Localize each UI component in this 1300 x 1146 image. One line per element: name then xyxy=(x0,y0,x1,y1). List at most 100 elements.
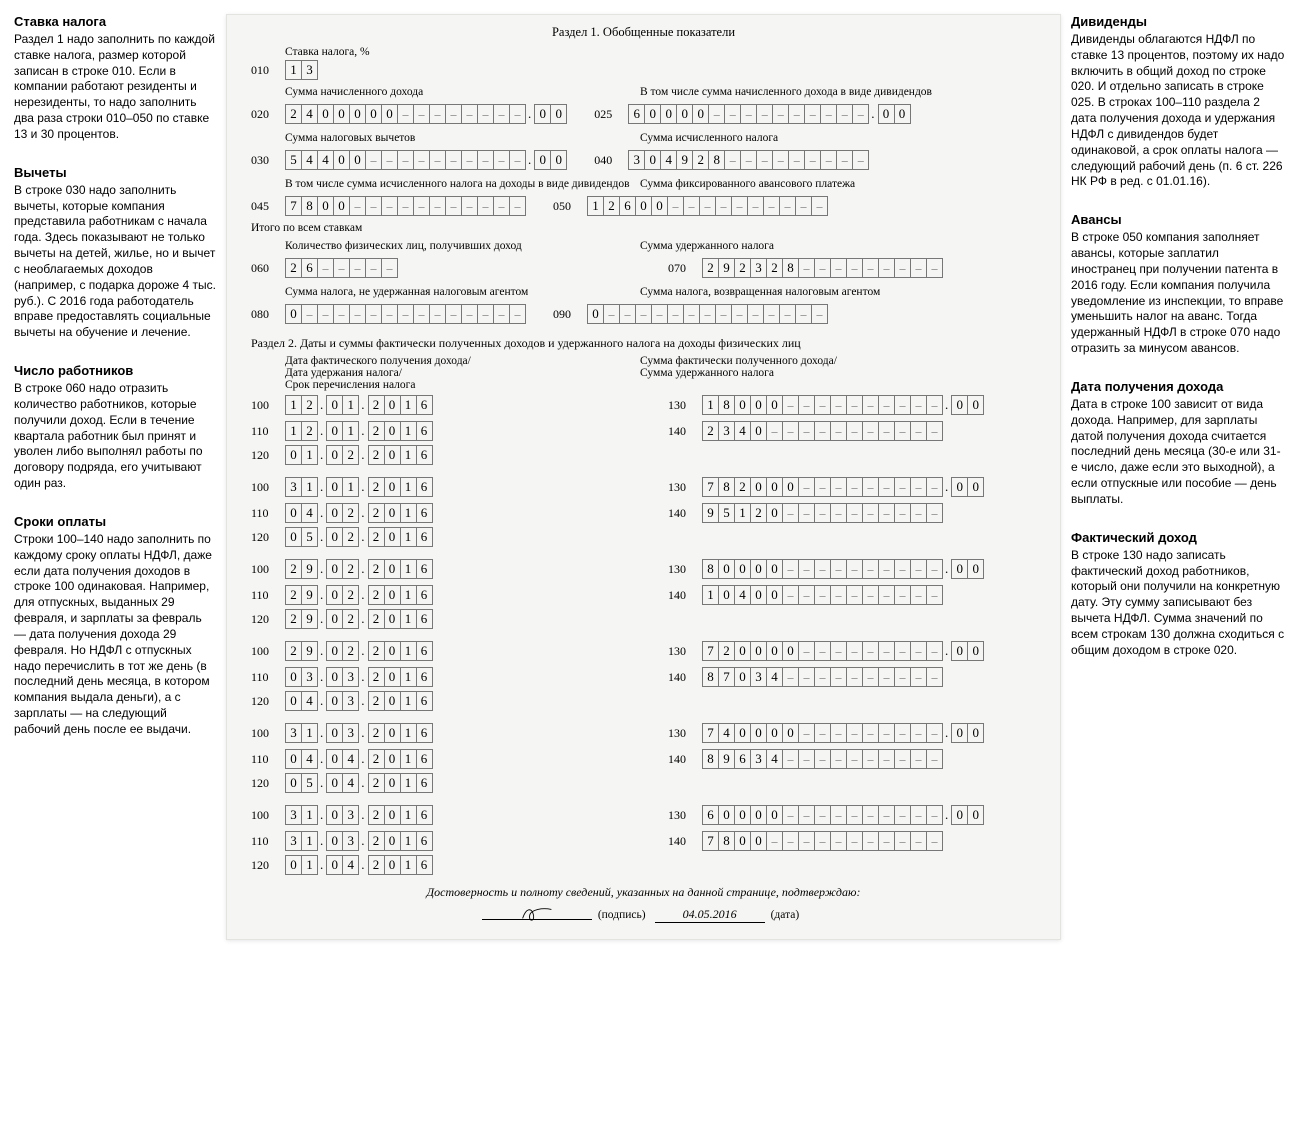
box-cell xyxy=(493,196,510,216)
box-cell: 0 xyxy=(384,723,401,743)
line-code: 120 xyxy=(251,609,285,627)
dot-sep: . xyxy=(317,611,326,627)
box-cell: 3 xyxy=(750,258,767,278)
box-cell xyxy=(910,258,927,278)
box-cell: 0 xyxy=(692,104,709,124)
dot-sep: . xyxy=(317,479,326,495)
box-cell xyxy=(830,477,847,497)
section-1-title: Раздел 1. Обобщенные показатели xyxy=(251,25,1036,40)
dot-sep: . xyxy=(358,857,367,873)
box-cell: 1 xyxy=(301,831,318,851)
box-cell xyxy=(365,196,382,216)
box-cell: 0 xyxy=(384,667,401,687)
box-cell xyxy=(910,421,927,441)
cell-group: 05.04.2016 xyxy=(285,773,432,793)
box-cell xyxy=(756,104,773,124)
box-cell: 7 xyxy=(702,723,719,743)
box-cell xyxy=(926,641,943,661)
two-col-row: 10031.03.2016130740000.00 xyxy=(251,721,1036,745)
labels-030-040: Сумма налоговых вычетовСумма исчисленног… xyxy=(251,128,1036,146)
box-cell xyxy=(635,304,652,324)
box-cell: 4 xyxy=(734,421,751,441)
money-group: 0 xyxy=(285,304,525,324)
cell-group: 04.02.2016 xyxy=(285,503,432,523)
box-cell: 0 xyxy=(326,477,343,497)
box-cell: 2 xyxy=(368,527,385,547)
box-cell: 0 xyxy=(734,805,751,825)
box-cell: 5 xyxy=(301,773,318,793)
box-cell: 8 xyxy=(718,831,735,851)
box-cell: 6 xyxy=(416,831,433,851)
box-cell xyxy=(397,150,414,170)
box-cell: 4 xyxy=(718,723,735,743)
box-cell: 1 xyxy=(285,60,302,80)
box-cell xyxy=(798,831,815,851)
money-group: 60000.00 xyxy=(702,805,983,825)
dot-sep: . xyxy=(358,611,367,627)
box-cell: 6 xyxy=(702,805,719,825)
box-cell: 6 xyxy=(416,749,433,769)
box-cell xyxy=(894,723,911,743)
cell-group: 12.01.2016 xyxy=(285,395,432,415)
field-label: Ставка налога, % xyxy=(285,46,1036,58)
line-code: 100 xyxy=(251,641,285,659)
box-cell: 0 xyxy=(317,196,334,216)
box-cell: 0 xyxy=(384,691,401,711)
dot-sep: . xyxy=(358,833,367,849)
box-cell: 2 xyxy=(301,421,318,441)
box-cell xyxy=(862,477,879,497)
box-cell: 0 xyxy=(384,641,401,661)
box-cell xyxy=(820,150,837,170)
box-cell: 3 xyxy=(301,667,318,687)
box-cell xyxy=(798,477,815,497)
box-cell: 0 xyxy=(967,805,984,825)
cell-group: 29.02.2016 xyxy=(285,609,432,629)
box-cell: 2 xyxy=(368,421,385,441)
footer-confirmation: Достоверность и полноту сведений, указан… xyxy=(251,885,1036,900)
field-label: Сумма налоговых вычетов xyxy=(285,132,640,144)
line-code: 140 xyxy=(668,421,702,439)
box-cell xyxy=(381,150,398,170)
box-cell: 0 xyxy=(782,723,799,743)
box-cell: 3 xyxy=(285,723,302,743)
box-cell xyxy=(862,559,879,579)
box-cell: 0 xyxy=(326,749,343,769)
box-cell xyxy=(878,641,895,661)
box-cell xyxy=(461,104,478,124)
dot-sep: . xyxy=(317,643,326,659)
box-cell: 2 xyxy=(368,691,385,711)
box-cell: 0 xyxy=(766,395,783,415)
dot-sep: . xyxy=(358,775,367,791)
line-code: 130 xyxy=(668,395,702,413)
box-cell: 0 xyxy=(326,667,343,687)
box-cell xyxy=(493,304,510,324)
box-cell xyxy=(365,258,382,278)
box-cell xyxy=(910,395,927,415)
box-cell xyxy=(381,258,398,278)
box-cell xyxy=(894,421,911,441)
box-cell xyxy=(820,104,837,124)
box-cell xyxy=(365,150,382,170)
box-cell: 1 xyxy=(400,503,417,523)
box-cell xyxy=(461,304,478,324)
box-cell: 8 xyxy=(782,258,799,278)
form-row-140: 14089634 xyxy=(668,749,942,769)
box-cell: 2 xyxy=(368,831,385,851)
box-cell: 6 xyxy=(619,196,636,216)
box-cell: 0 xyxy=(333,196,350,216)
form-row-120: 12005.02.2016 xyxy=(251,527,1036,547)
date-block-2: 10029.02.201613080000.0011029.02.2016140… xyxy=(251,557,1036,629)
box-cell xyxy=(862,421,879,441)
box-cell: 1 xyxy=(400,667,417,687)
box-cell xyxy=(846,667,863,687)
box-cell: 1 xyxy=(400,691,417,711)
box-cell xyxy=(830,258,847,278)
box-cell: 0 xyxy=(285,527,302,547)
box-cell: 9 xyxy=(676,150,693,170)
box-cell: 2 xyxy=(285,609,302,629)
box-cell xyxy=(926,749,943,769)
box-cell: 0 xyxy=(782,477,799,497)
box-cell xyxy=(830,395,847,415)
box-cell: 6 xyxy=(416,527,433,547)
box-cell xyxy=(862,258,879,278)
